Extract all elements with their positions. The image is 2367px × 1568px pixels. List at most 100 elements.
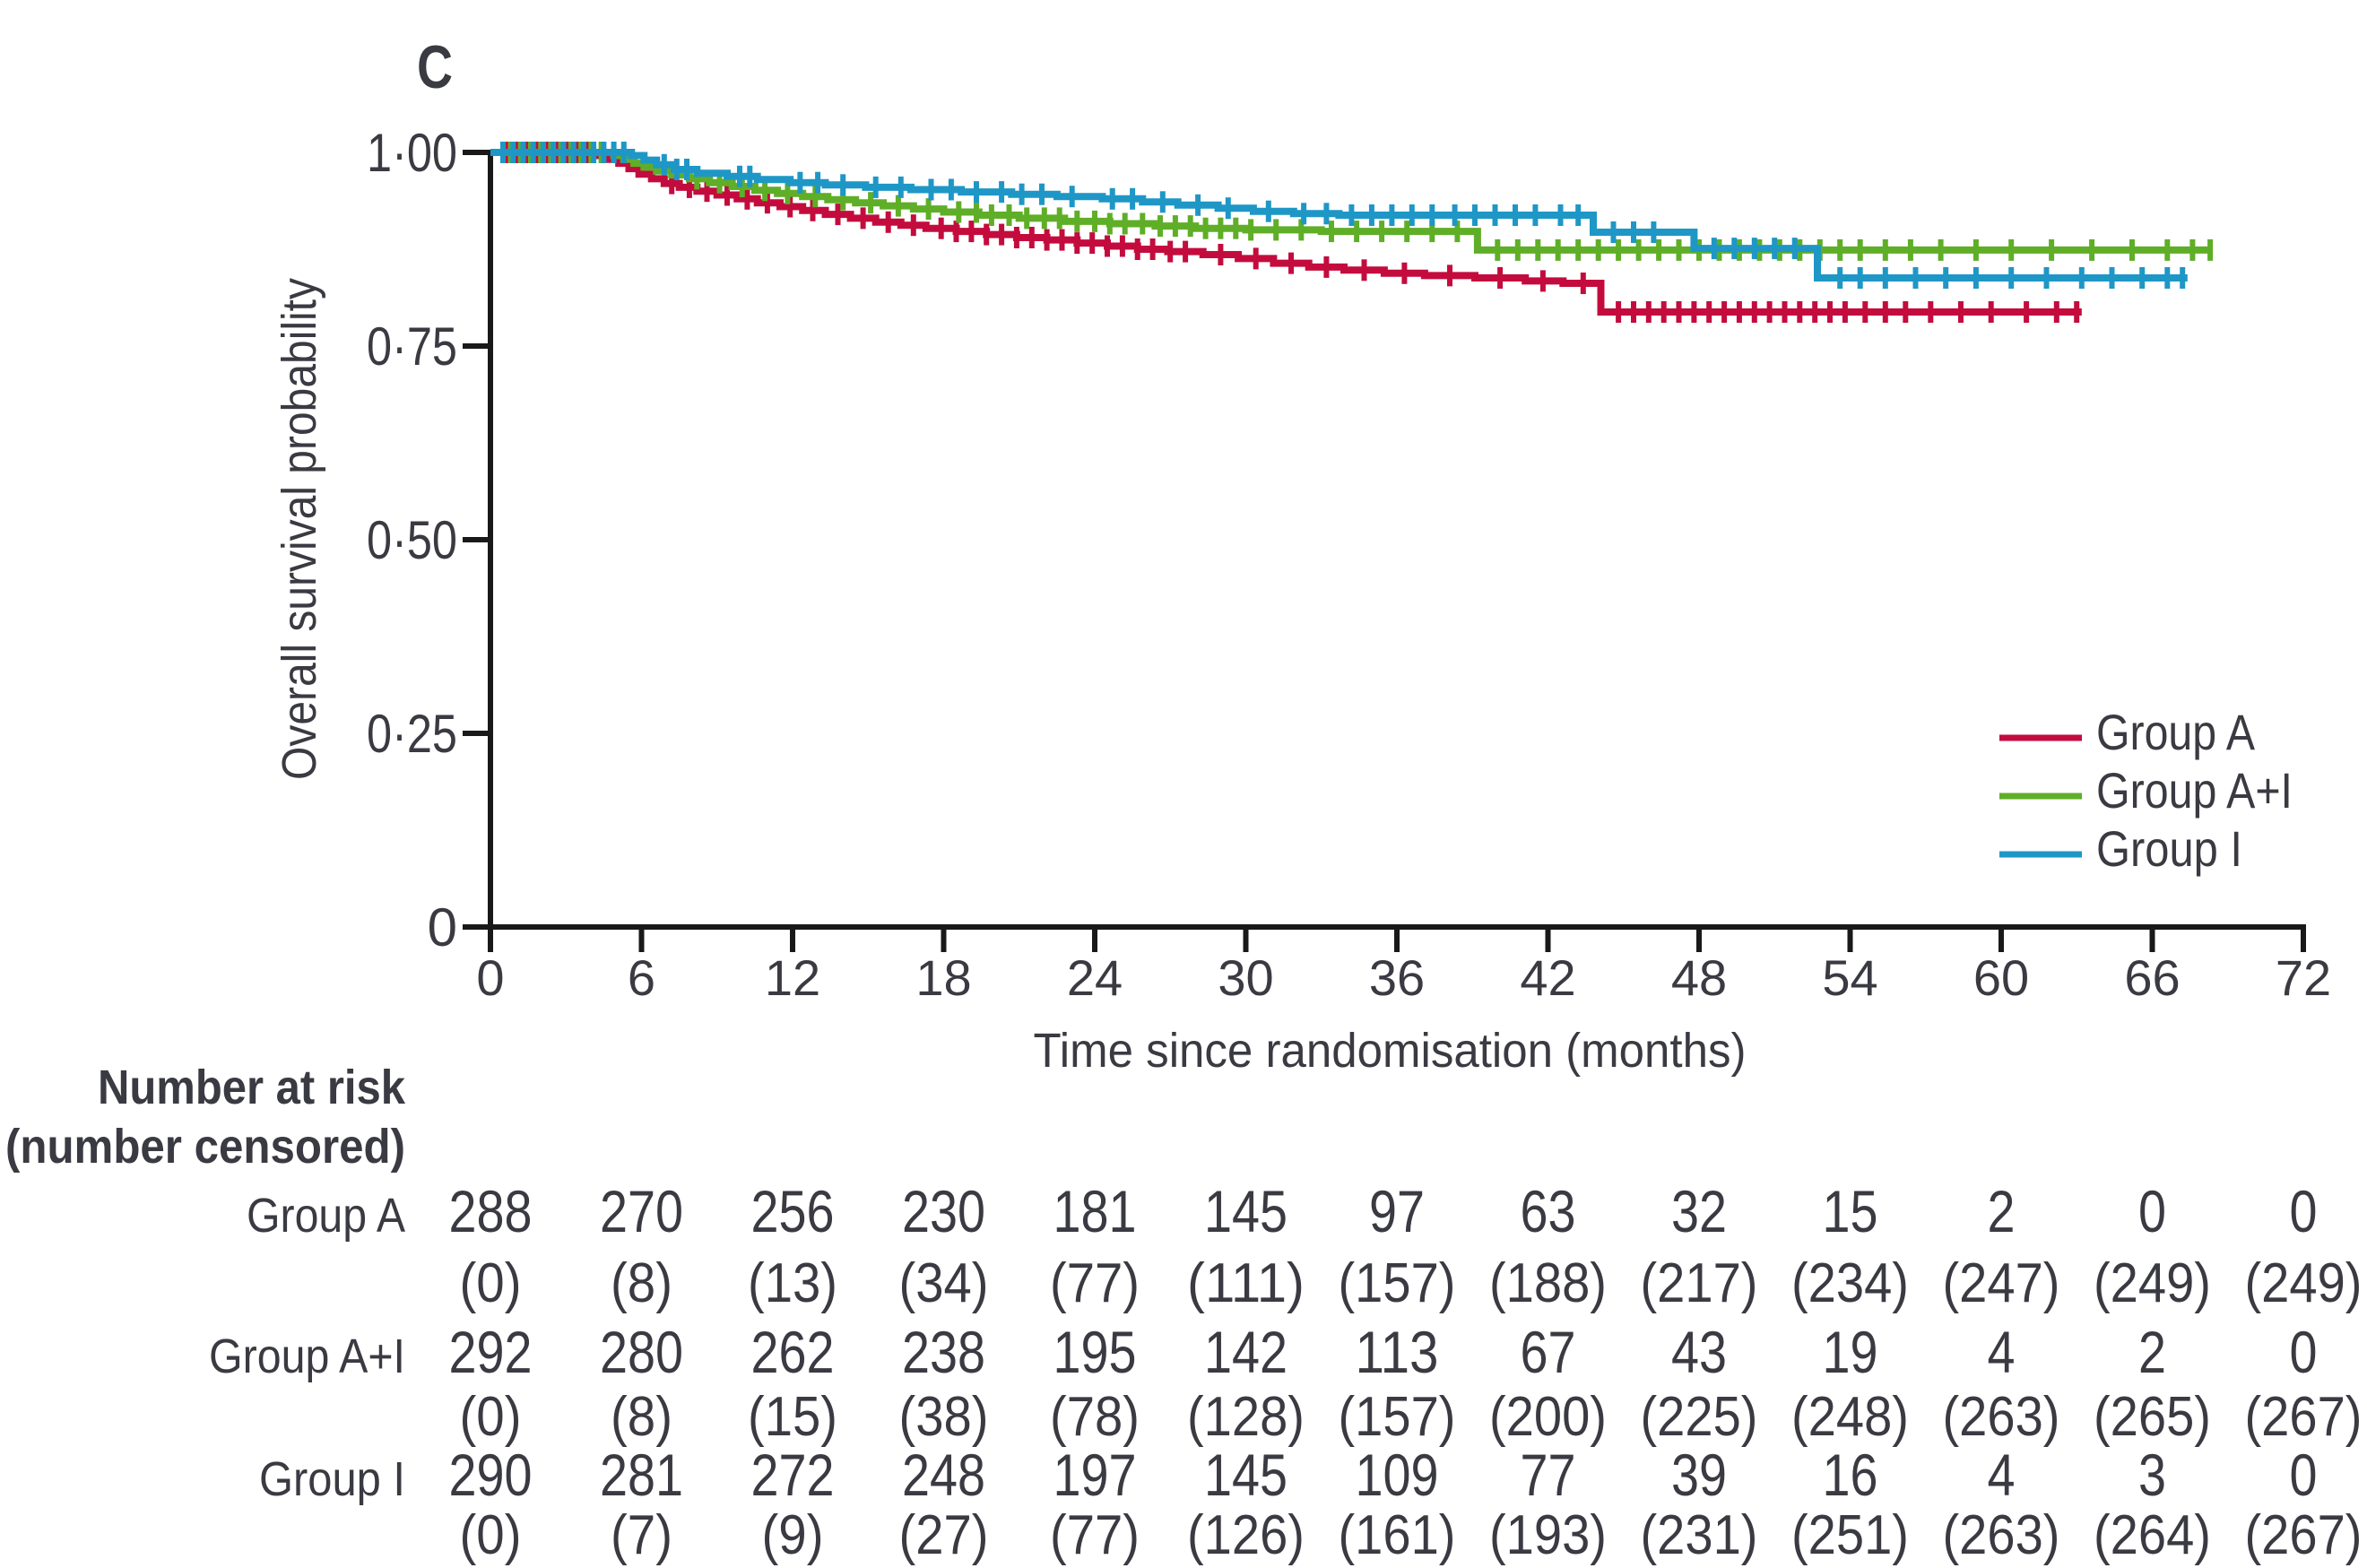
svg-text:16: 16: [1823, 1442, 1878, 1508]
svg-text:72: 72: [2276, 949, 2331, 1006]
svg-text:Overall survival probability: Overall survival probability: [273, 278, 326, 780]
svg-text:(13): (13): [748, 1252, 837, 1314]
svg-text:230: 230: [902, 1178, 985, 1244]
svg-text:197: 197: [1053, 1442, 1137, 1508]
svg-text:(0): (0): [460, 1504, 522, 1566]
svg-text:0·50: 0·50: [367, 510, 457, 570]
svg-text:(193): (193): [1489, 1504, 1607, 1566]
svg-text:280: 280: [600, 1319, 683, 1385]
svg-text:(111): (111): [1187, 1252, 1305, 1314]
svg-text:3: 3: [2138, 1442, 2166, 1508]
svg-text:(8): (8): [611, 1252, 672, 1314]
svg-text:4: 4: [1988, 1319, 2016, 1385]
svg-text:248: 248: [902, 1442, 985, 1508]
svg-text:19: 19: [1823, 1319, 1878, 1385]
svg-text:97: 97: [1369, 1178, 1425, 1244]
svg-text:288: 288: [449, 1178, 533, 1244]
svg-text:(128): (128): [1187, 1386, 1305, 1448]
svg-text:(231): (231): [1641, 1504, 1758, 1566]
svg-text:(248): (248): [1791, 1386, 1909, 1448]
svg-text:145: 145: [1204, 1442, 1288, 1508]
svg-text:(27): (27): [899, 1504, 989, 1566]
svg-text:66: 66: [2124, 949, 2180, 1006]
svg-text:0: 0: [2138, 1178, 2166, 1244]
svg-text:60: 60: [1973, 949, 2029, 1006]
svg-text:(267): (267): [2245, 1504, 2363, 1566]
svg-text:(249): (249): [2245, 1252, 2363, 1314]
svg-text:(249): (249): [2094, 1252, 2211, 1314]
svg-text:24: 24: [1067, 949, 1123, 1006]
svg-text:(217): (217): [1641, 1252, 1758, 1314]
svg-text:0: 0: [2290, 1442, 2318, 1508]
svg-text:113: 113: [1356, 1319, 1439, 1385]
svg-text:195: 195: [1053, 1319, 1137, 1385]
svg-text:(267): (267): [2245, 1386, 2363, 1448]
svg-text:43: 43: [1671, 1319, 1727, 1385]
svg-text:292: 292: [449, 1319, 533, 1385]
svg-text:(77): (77): [1050, 1252, 1140, 1314]
svg-text:63: 63: [1521, 1178, 1576, 1244]
svg-text:Group A+I: Group A+I: [209, 1330, 405, 1383]
svg-text:(38): (38): [899, 1386, 989, 1448]
svg-text:(9): (9): [762, 1504, 824, 1566]
svg-text:Time since randomisation (mont: Time since randomisation (months): [1034, 1024, 1747, 1078]
svg-text:145: 145: [1204, 1178, 1288, 1244]
svg-text:(78): (78): [1050, 1386, 1140, 1448]
svg-text:(number censored): (number censored): [5, 1120, 405, 1174]
svg-text:(251): (251): [1791, 1504, 1909, 1566]
svg-text:32: 32: [1671, 1178, 1727, 1244]
svg-text:1·00: 1·00: [367, 123, 457, 183]
svg-text:36: 36: [1369, 949, 1425, 1006]
svg-text:(265): (265): [2094, 1386, 2211, 1448]
svg-text:109: 109: [1356, 1442, 1439, 1508]
svg-text:15: 15: [1823, 1178, 1878, 1244]
svg-text:181: 181: [1053, 1178, 1137, 1244]
svg-text:(200): (200): [1489, 1386, 1607, 1448]
svg-text:Group I: Group I: [259, 1452, 405, 1506]
svg-text:6: 6: [628, 949, 655, 1006]
svg-text:256: 256: [751, 1178, 835, 1244]
svg-text:(247): (247): [1943, 1252, 2060, 1314]
svg-text:0: 0: [2290, 1319, 2318, 1385]
svg-text:Group A: Group A: [247, 1189, 405, 1243]
svg-text:0·75: 0·75: [367, 316, 457, 377]
svg-text:(157): (157): [1339, 1386, 1456, 1448]
svg-text:0·25: 0·25: [367, 704, 457, 764]
svg-text:39: 39: [1671, 1442, 1727, 1508]
svg-text:(0): (0): [460, 1252, 522, 1314]
svg-text:(126): (126): [1187, 1504, 1305, 1566]
svg-text:(34): (34): [899, 1252, 989, 1314]
svg-text:48: 48: [1671, 949, 1727, 1006]
svg-text:(157): (157): [1339, 1252, 1456, 1314]
svg-text:272: 272: [751, 1442, 835, 1508]
svg-text:0: 0: [476, 949, 504, 1006]
svg-text:Group A: Group A: [2096, 704, 2256, 760]
svg-text:67: 67: [1521, 1319, 1576, 1385]
svg-text:0: 0: [2290, 1178, 2318, 1244]
svg-text:(7): (7): [611, 1504, 672, 1566]
svg-text:(234): (234): [1791, 1252, 1909, 1314]
svg-text:42: 42: [1520, 949, 1575, 1006]
svg-text:2: 2: [1988, 1178, 2016, 1244]
svg-text:C: C: [417, 33, 453, 101]
svg-text:Group I: Group I: [2096, 820, 2242, 877]
svg-text:77: 77: [1521, 1442, 1576, 1508]
svg-text:238: 238: [902, 1319, 985, 1385]
svg-text:(15): (15): [748, 1386, 837, 1448]
svg-text:270: 270: [600, 1178, 683, 1244]
svg-text:(0): (0): [460, 1386, 522, 1448]
svg-text:(77): (77): [1050, 1504, 1140, 1566]
svg-text:(263): (263): [1943, 1504, 2060, 1566]
svg-text:12: 12: [765, 949, 820, 1006]
svg-text:(225): (225): [1641, 1386, 1758, 1448]
svg-text:(263): (263): [1943, 1386, 2060, 1448]
svg-text:290: 290: [449, 1442, 533, 1508]
svg-text:54: 54: [1822, 949, 1877, 1006]
svg-text:281: 281: [600, 1442, 683, 1508]
svg-text:0: 0: [428, 897, 457, 957]
svg-text:Group A+I: Group A+I: [2096, 762, 2293, 819]
svg-text:262: 262: [751, 1319, 835, 1385]
svg-text:(188): (188): [1489, 1252, 1607, 1314]
svg-text:142: 142: [1204, 1319, 1288, 1385]
svg-text:(8): (8): [611, 1386, 672, 1448]
